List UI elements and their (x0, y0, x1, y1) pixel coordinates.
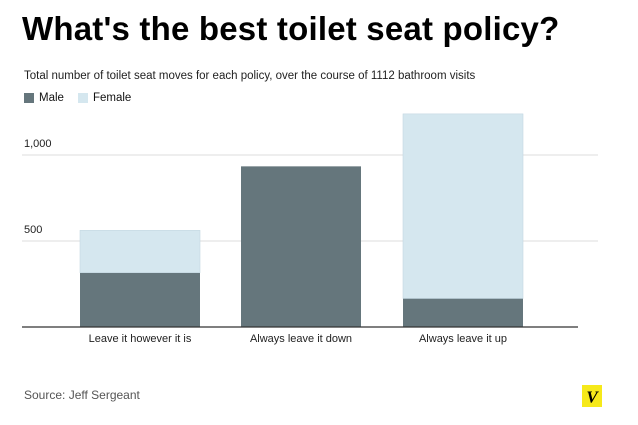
source-credit: Source: Jeff Sergeant (24, 388, 140, 402)
x-tick-label-1: Always leave it down (250, 333, 352, 345)
vox-logo: V (582, 385, 602, 407)
bar-male-1 (241, 166, 361, 327)
bar-male-2 (403, 298, 523, 327)
legend-label-male: Male (39, 92, 64, 104)
x-tick-label-0: Leave it however it is (89, 333, 192, 345)
legend-item-male: Male (24, 92, 64, 104)
chart-subtitle: Total number of toilet seat moves for ea… (24, 70, 476, 82)
y-tick-label-500: 500 (24, 224, 42, 236)
legend: Male Female (24, 92, 131, 104)
legend-item-female: Female (77, 92, 132, 104)
legend-label-female: Female (92, 92, 132, 104)
svg-text:V: V (586, 388, 599, 407)
legend-swatch-male (24, 93, 34, 103)
bar-chart: 500 1,000 Leave it however it is Always lea… (22, 113, 598, 345)
chart-title: What's the best toilet seat policy? (22, 10, 560, 47)
x-tick-label-2: Always leave it up (419, 333, 507, 345)
y-tick-label-1000: 1,000 (24, 138, 52, 150)
bar-female-0 (79, 230, 201, 273)
bar-male-0 (80, 272, 200, 327)
bar-female-2 (402, 113, 524, 299)
legend-swatch-female (77, 93, 88, 103)
